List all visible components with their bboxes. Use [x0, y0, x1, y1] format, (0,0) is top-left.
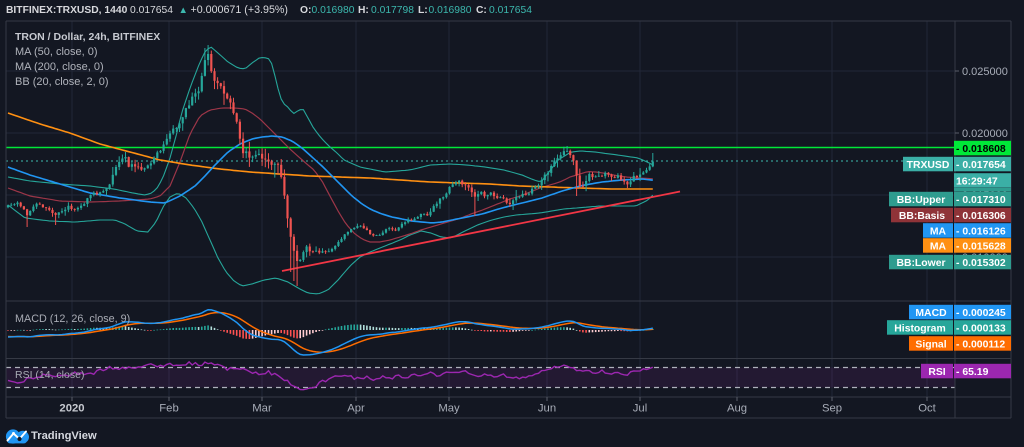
svg-text:Jun: Jun — [538, 403, 556, 415]
svg-text:+0.000671 (+3.95%): +0.000671 (+3.95%) — [191, 4, 288, 16]
svg-text:0.025000: 0.025000 — [962, 66, 1008, 78]
svg-text:Signal: Signal — [915, 339, 946, 350]
svg-text:MACD (12, 26, close, 9): MACD (12, 26, close, 9) — [15, 313, 130, 325]
svg-text:- 65.19: - 65.19 — [956, 367, 989, 378]
svg-text:Feb: Feb — [159, 403, 178, 415]
svg-text:L:: L: — [418, 5, 428, 16]
svg-text:- 0.017654: - 0.017654 — [956, 160, 1006, 171]
svg-text:MA (200, close, 0): MA (200, close, 0) — [15, 61, 104, 73]
svg-text:- 0.015302: - 0.015302 — [956, 258, 1006, 269]
svg-text:Apr: Apr — [347, 403, 365, 415]
svg-text:BITFINEX:TRXUSD, 1440: BITFINEX:TRXUSD, 1440 — [6, 5, 128, 16]
svg-text:2020: 2020 — [59, 403, 84, 415]
svg-text:- 0.016126: - 0.016126 — [956, 226, 1006, 237]
svg-text:- 0.017310: - 0.017310 — [956, 195, 1006, 206]
svg-text:- 0.016306: - 0.016306 — [956, 211, 1006, 222]
svg-text:TradingView: TradingView — [31, 430, 97, 442]
svg-text:0.017654: 0.017654 — [130, 5, 173, 16]
svg-text:TRON / Dollar, 24h, BITFINEX: TRON / Dollar, 24h, BITFINEX — [15, 31, 160, 43]
svg-text:- 0.018608: - 0.018608 — [956, 144, 1006, 155]
svg-text:MA (50, close, 0): MA (50, close, 0) — [15, 46, 98, 58]
svg-text:16:29:47: 16:29:47 — [956, 176, 998, 187]
svg-text:▲: ▲ — [179, 5, 188, 16]
svg-text:- 0.015628: - 0.015628 — [956, 241, 1006, 252]
svg-text:- 0.000133: - 0.000133 — [956, 323, 1006, 334]
svg-text:May: May — [438, 403, 460, 415]
svg-text:O:: O: — [300, 5, 311, 16]
svg-text:0.020000: 0.020000 — [962, 128, 1008, 140]
svg-text:TRXUSD: TRXUSD — [907, 160, 950, 171]
svg-text:0.017798: 0.017798 — [371, 5, 414, 16]
svg-text:- 0.000112: - 0.000112 — [956, 339, 1005, 350]
svg-text:H:: H: — [358, 5, 369, 16]
svg-text:MACD: MACD — [915, 308, 947, 319]
svg-text:Histogram: Histogram — [894, 323, 945, 334]
svg-text:MA: MA — [930, 226, 947, 237]
svg-text:BB:Basis: BB:Basis — [899, 211, 945, 222]
svg-text:0.016980: 0.016980 — [429, 5, 472, 16]
svg-text:BB:Upper: BB:Upper — [897, 195, 946, 206]
svg-text:Jul: Jul — [633, 403, 647, 415]
svg-text:C:: C: — [476, 5, 487, 16]
svg-text:MA: MA — [930, 241, 947, 252]
svg-text:Sep: Sep — [822, 403, 842, 415]
svg-text:0.017654: 0.017654 — [489, 5, 532, 16]
svg-text:Oct: Oct — [918, 403, 936, 415]
svg-text:BB:Lower: BB:Lower — [896, 258, 945, 269]
svg-text:Mar: Mar — [252, 403, 272, 415]
svg-text:BB (20, close, 2, 0): BB (20, close, 2, 0) — [15, 76, 109, 88]
svg-text:RSI: RSI — [928, 367, 945, 378]
svg-text:RSI (14, close): RSI (14, close) — [15, 369, 84, 381]
svg-text:0.016980: 0.016980 — [312, 5, 355, 16]
svg-text:Aug: Aug — [727, 403, 747, 415]
svg-text:- 0.000245: - 0.000245 — [956, 308, 1006, 319]
